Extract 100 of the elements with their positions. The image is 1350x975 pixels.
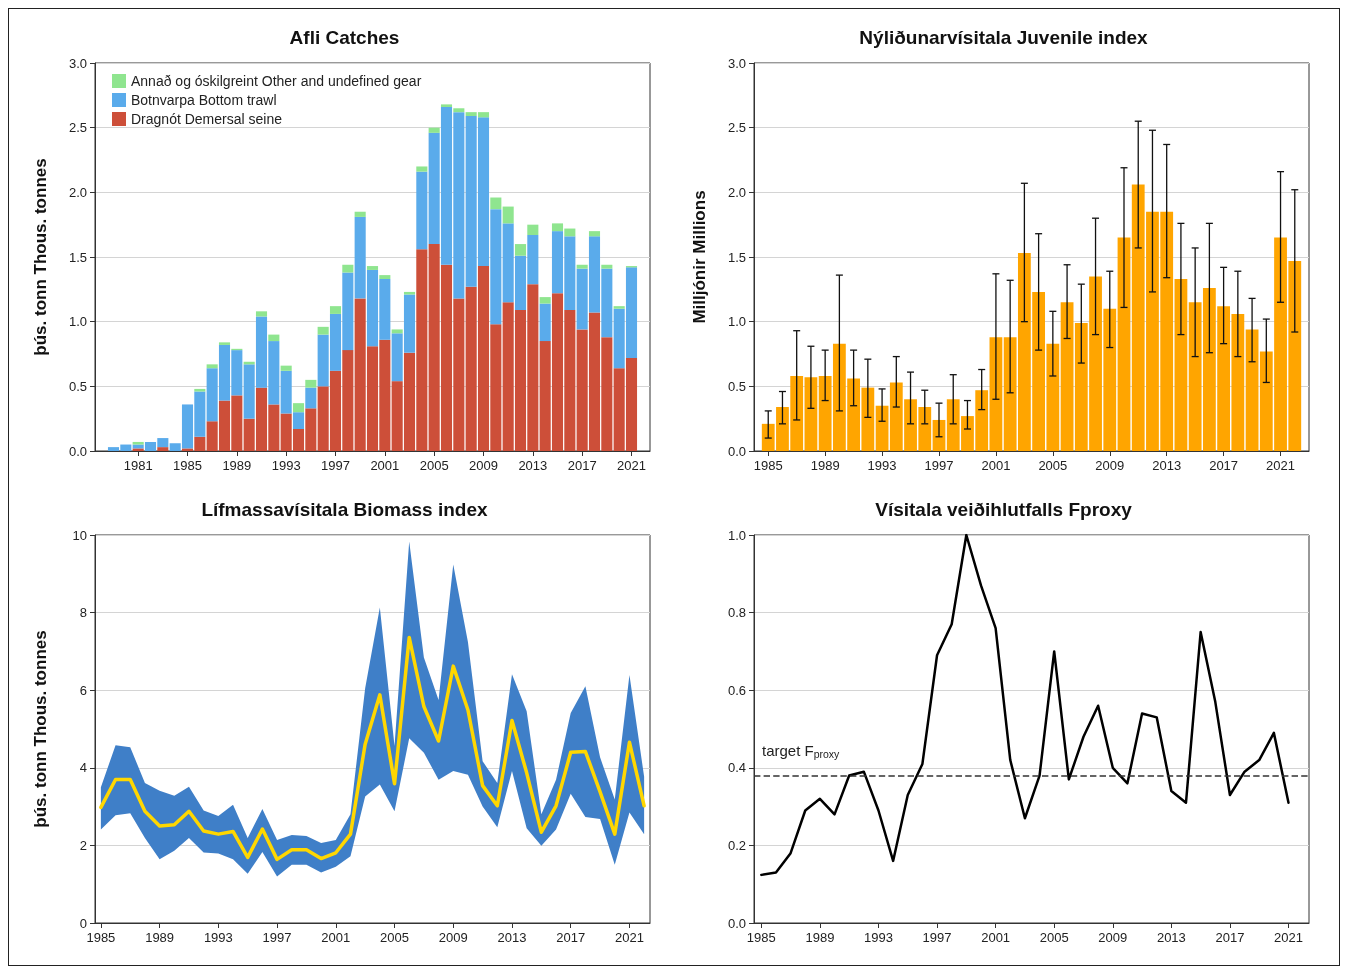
bar — [416, 171, 428, 250]
x-tick-label: 1997 — [262, 930, 292, 945]
bar — [132, 448, 144, 451]
y-tick-label: 1.0 — [727, 527, 746, 543]
y-tick-label: 1.0 — [727, 314, 746, 330]
x-tick-label: 2009 — [469, 458, 498, 473]
x-tick-label: 1989 — [222, 458, 252, 473]
bar — [1117, 237, 1131, 451]
bar — [502, 206, 514, 224]
bar — [1174, 278, 1188, 451]
x-tick-label: 2021 — [617, 458, 646, 473]
bar — [317, 326, 329, 335]
bar — [206, 364, 218, 369]
y-tick-label: 0.5 — [727, 378, 746, 394]
line-series — [99, 635, 646, 862]
bar — [305, 379, 317, 388]
y-tick-label: 0.0 — [68, 443, 87, 459]
bar — [1060, 302, 1074, 451]
bar — [613, 306, 625, 309]
bar — [403, 291, 416, 295]
x-tick-label: 1981 — [123, 458, 153, 473]
x-tick-label: 2001 — [981, 458, 1011, 473]
bar — [875, 405, 889, 451]
x-tick-label: 1993 — [203, 930, 233, 945]
y-tick-label: 2.0 — [727, 184, 746, 200]
y-tick-label: 2.5 — [727, 120, 746, 136]
x-tick-label: 1985 — [753, 458, 783, 473]
y-axis-title: Milljónir Millions — [690, 190, 709, 324]
x-tick-label: 2021 — [614, 930, 644, 945]
bar — [514, 244, 527, 256]
x-tick-label: 1985 — [746, 930, 776, 945]
bar — [391, 329, 403, 334]
bar — [366, 266, 379, 270]
bar — [218, 342, 231, 345]
bar — [329, 306, 342, 314]
chart-title: Lífmassavísitala Biomass index — [201, 499, 489, 520]
bar — [132, 441, 144, 445]
bar — [379, 275, 391, 279]
bar — [440, 104, 453, 107]
y-tick-label: 2.5 — [68, 120, 87, 136]
x-tick-label: 2009 — [1095, 458, 1125, 473]
y-tick-label: 10 — [72, 527, 87, 543]
bar — [255, 311, 268, 317]
bar — [292, 403, 305, 413]
x-tick-label: 1985 — [86, 930, 116, 945]
x-tick-label: 2005 — [380, 930, 409, 945]
x-tick-label: 1989 — [805, 930, 835, 945]
x-tick-label: 1985 — [173, 458, 202, 473]
x-tick-label: 1989 — [145, 930, 175, 945]
x-tick-label: 2017 — [556, 930, 586, 945]
x-tick-label: 2021 — [1266, 458, 1295, 473]
x-tick-label: 2013 — [1156, 930, 1186, 945]
y-axis-title: þús. tonn Thous. tonnes — [31, 630, 50, 828]
bar — [305, 387, 317, 409]
y-tick-label: 1.5 — [727, 249, 746, 265]
x-tick-label: 1997 — [924, 458, 954, 473]
y-tick-label: 3.0 — [68, 55, 87, 71]
bar — [539, 297, 551, 304]
line-series — [760, 533, 1290, 877]
bar — [194, 388, 206, 392]
y-tick-label: 3.0 — [727, 55, 746, 71]
x-tick-label: 1993 — [864, 930, 893, 945]
y-tick-label: 0.0 — [727, 443, 746, 459]
bar — [280, 365, 292, 371]
y-tick-label: 8 — [79, 605, 87, 621]
x-tick-label: 2017 — [1209, 458, 1239, 473]
x-tick-label: 2005 — [1038, 458, 1068, 473]
x-tick-label: 2001 — [321, 930, 351, 945]
x-tick-label: 2005 — [419, 458, 449, 473]
bar — [354, 211, 366, 217]
bar — [804, 377, 818, 451]
legend-label: Botnvarpa Bottom trawl — [131, 92, 277, 108]
bar — [268, 334, 280, 342]
y-tick-label: 4 — [79, 760, 87, 776]
y-tick-label: 1.0 — [68, 314, 87, 330]
x-tick-label: 2009 — [1098, 930, 1128, 945]
x-tick-label: 2017 — [1215, 930, 1245, 945]
y-tick-label: 1.5 — [68, 249, 87, 265]
chart-title: Vísitala veiðihlutfalls Fproxy — [875, 499, 1133, 520]
y-tick-label: 0.4 — [727, 760, 746, 776]
bar — [490, 197, 502, 210]
legend-label: Annað og óskilgreint Other and undefined gear — [131, 73, 422, 89]
x-tick-label: 2001 — [370, 458, 400, 473]
x-tick-label: 1997 — [922, 930, 952, 945]
y-tick-label: 0.0 — [727, 915, 746, 931]
y-tick-label: 0.2 — [727, 837, 746, 853]
x-tick-label: 2013 — [518, 458, 548, 473]
y-tick-label: 2.0 — [68, 184, 87, 200]
bar — [453, 108, 465, 113]
bar — [539, 303, 551, 342]
y-tick-label: 6 — [79, 682, 87, 698]
bar — [1245, 329, 1259, 451]
bar — [428, 127, 440, 133]
y-tick-label: 0.5 — [68, 378, 87, 394]
y-axis-title: þús. tonn Thous. tonnes — [31, 158, 50, 356]
x-tick-label: 1997 — [321, 458, 350, 473]
x-tick-label: 2001 — [981, 930, 1011, 945]
chart-title: Afli Catches — [289, 27, 400, 48]
legend-label: Dragnót Demersal seine — [131, 111, 283, 127]
x-tick-label: 2005 — [1039, 930, 1069, 945]
